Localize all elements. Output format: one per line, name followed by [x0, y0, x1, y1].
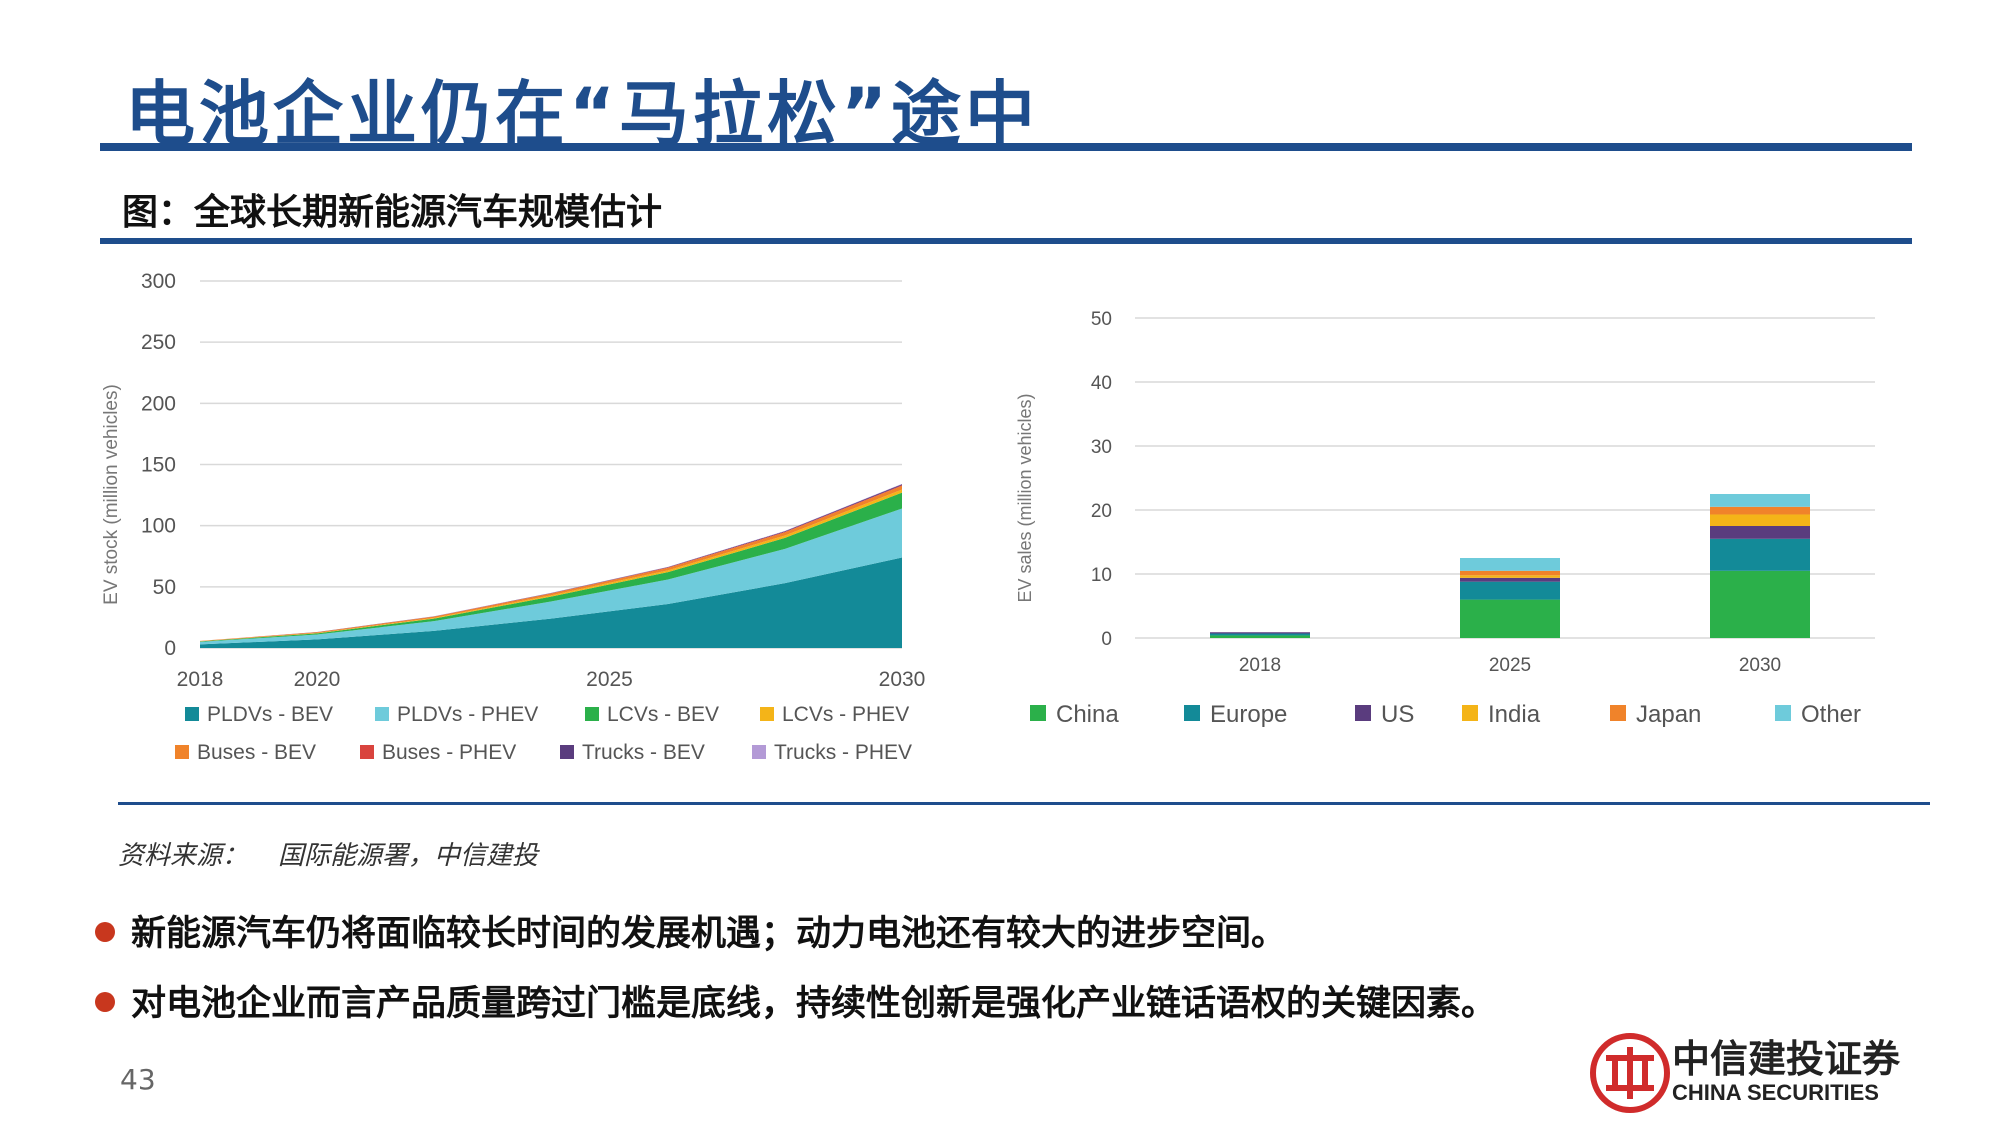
title-divider	[100, 143, 1912, 151]
bullet-dot-icon	[95, 992, 115, 1012]
legend-label: Trucks - PHEV	[774, 741, 912, 764]
legend-label: Buses - PHEV	[382, 741, 516, 764]
x-tick-label: 2020	[294, 668, 341, 691]
legend-swatch	[375, 707, 389, 721]
x-tick-label: 2025	[586, 668, 633, 691]
bar-other-2030	[1710, 494, 1810, 507]
legend-label: PLDVs - BEV	[207, 703, 333, 726]
legend-label: Trucks - BEV	[582, 741, 705, 764]
bar-europe-2018	[1210, 633, 1310, 636]
page-number: 43	[120, 1063, 156, 1096]
x-tick-label: 2018	[1239, 655, 1281, 676]
area-series-pldvs-bev	[200, 557, 902, 648]
bullet-dot-icon	[95, 922, 115, 942]
bullet-point-2: 对电池企业而言产品质量跨过门槛是底线，持续性创新是强化产业链话语权的关键因素。	[95, 975, 1496, 1026]
bar-china-2018	[1210, 635, 1310, 638]
bullet-text: 新能源汽车仍将面临较长时间的发展机遇；动力电池还有较大的进步空间。	[131, 914, 1287, 954]
y-axis-label: EV stock (million vehicles)	[101, 384, 122, 605]
legend-label: Europe	[1210, 701, 1287, 728]
y-tick-label: 50	[153, 576, 176, 599]
x-tick-label: 2025	[1489, 655, 1531, 676]
legend-swatch	[1184, 705, 1200, 721]
bar-india-2025	[1460, 575, 1560, 578]
bar-us-2030	[1710, 526, 1810, 539]
bar-other-2025	[1460, 558, 1560, 571]
bar-europe-2030	[1710, 538, 1810, 571]
legend-swatch	[752, 745, 766, 759]
source-text: 国际能源署，中信建投	[278, 841, 539, 871]
legend-swatch	[175, 745, 189, 759]
logo-english-name: CHINA SECURITIES	[1672, 1080, 1879, 1105]
figure-caption: 图：全球长期新能源汽车规模估计	[122, 192, 663, 233]
bar-us-2018	[1210, 632, 1310, 634]
legend-swatch	[1462, 705, 1478, 721]
source-divider	[118, 802, 1930, 805]
y-tick-label: 250	[141, 331, 176, 354]
legend-label: US	[1381, 701, 1414, 728]
legend-swatch	[1610, 705, 1626, 721]
legend-swatch	[560, 745, 574, 759]
x-tick-label: 2018	[177, 668, 224, 691]
legend-swatch	[1355, 705, 1371, 721]
x-tick-label: 2030	[879, 668, 926, 691]
y-tick-label: 200	[141, 392, 176, 415]
legend-label: China	[1056, 701, 1119, 728]
legend-label: India	[1488, 701, 1541, 728]
bullet-text: 对电池企业而言产品质量跨过门槛是底线，持续性创新是强化产业链话语权的关键因素。	[131, 984, 1497, 1024]
legend-swatch	[1775, 705, 1791, 721]
legend-label: Other	[1801, 701, 1861, 728]
company-logo: 中信建投证券 CHINA SECURITIES	[1590, 1028, 1920, 1118]
legend-swatch	[185, 707, 199, 721]
y-tick-label: 100	[141, 515, 176, 538]
legend-label: LCVs - BEV	[607, 703, 719, 726]
bar-china-2025	[1460, 599, 1560, 638]
legend-swatch	[760, 707, 774, 721]
legend-label: PLDVs - PHEV	[397, 703, 538, 726]
source-label: 资料来源：	[118, 841, 249, 871]
x-tick-label: 2030	[1739, 655, 1781, 676]
legend-label: Japan	[1636, 701, 1701, 728]
y-tick-label: 40	[1091, 373, 1112, 394]
y-tick-label: 30	[1091, 437, 1112, 458]
y-tick-label: 20	[1091, 501, 1112, 522]
y-tick-label: 300	[141, 270, 176, 293]
bar-india-2030	[1710, 514, 1810, 526]
bar-japan-2025	[1460, 570, 1560, 576]
bullet-point-1: 新能源汽车仍将面临较长时间的发展机遇；动力电池还有较大的进步空间。	[95, 905, 1286, 956]
y-tick-label: 50	[1091, 309, 1112, 330]
bar-europe-2025	[1460, 581, 1560, 600]
page-title: 电池企业仍在“马拉松”途中	[125, 73, 1040, 155]
bar-us-2025	[1460, 577, 1560, 582]
source-note: 资料来源： 国际能源署，中信建投	[118, 835, 568, 872]
legend-swatch	[360, 745, 374, 759]
legend-label: LCVs - PHEV	[782, 703, 909, 726]
y-tick-label: 10	[1091, 565, 1112, 586]
y-tick-label: 0	[164, 637, 176, 660]
y-tick-label: 0	[1101, 629, 1112, 650]
area-series-pldvs-phev	[200, 508, 902, 645]
legend-swatch	[1030, 705, 1046, 721]
caption-divider	[100, 238, 1912, 244]
y-axis-label: EV sales (million vehicles)	[1015, 393, 1035, 602]
citic-emblem-icon	[1590, 1033, 1670, 1113]
legend-swatch	[585, 707, 599, 721]
y-tick-label: 150	[141, 454, 176, 477]
logo-chinese-name: 中信建投证券	[1672, 1037, 1901, 1081]
legend-label: Buses - BEV	[197, 741, 316, 764]
bar-japan-2030	[1710, 506, 1810, 515]
bar-china-2030	[1710, 570, 1810, 638]
